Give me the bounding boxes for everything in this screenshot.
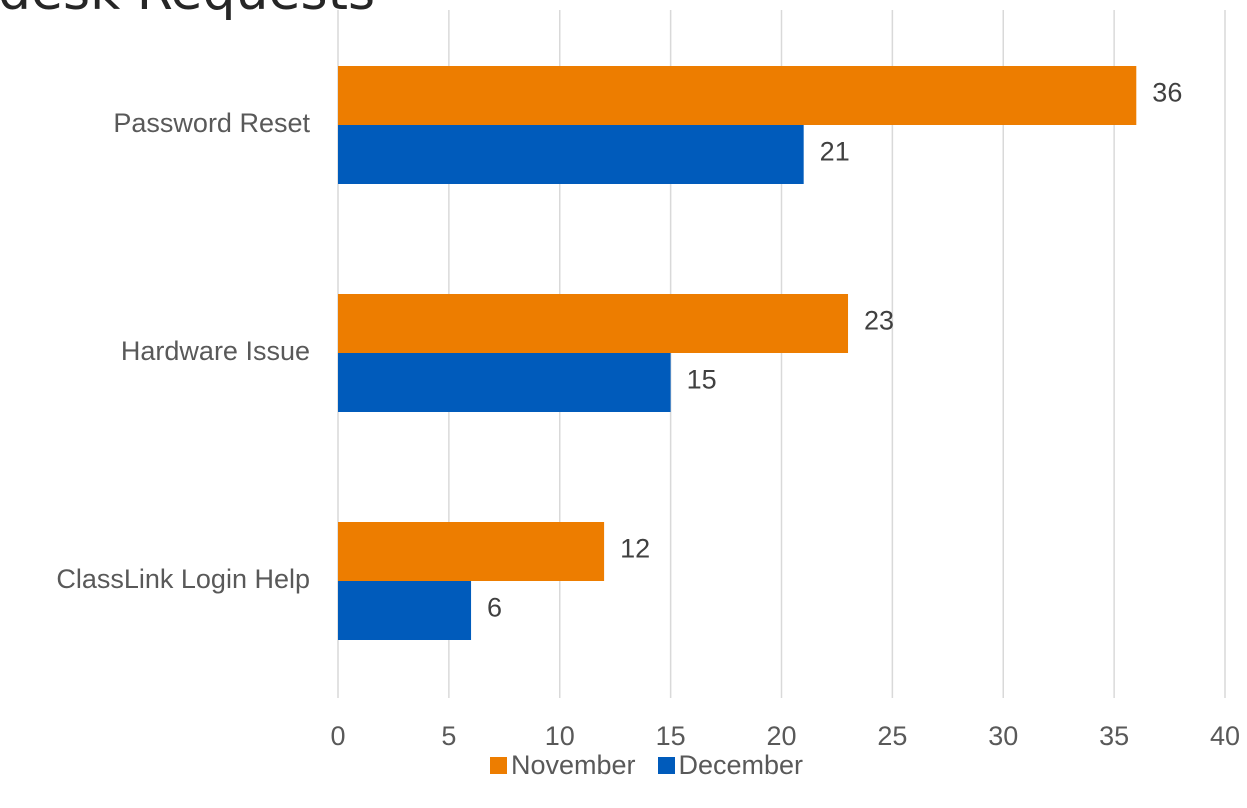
bar-december — [338, 125, 804, 184]
category-labels: Password Reset Hardware Issue ClassLink Lo… — [56, 108, 310, 594]
legend-swatch-december — [657, 757, 675, 774]
legend-item-november: November — [489, 750, 636, 781]
legend-item-december: December — [657, 750, 804, 781]
x-tick-label: 30 — [988, 721, 1018, 751]
x-tick-label: 20 — [766, 721, 796, 751]
x-tick-label: 0 — [330, 721, 345, 751]
x-tick-label: 15 — [656, 721, 686, 751]
x-tick-label: 40 — [1210, 721, 1240, 751]
bar-november — [338, 66, 1137, 125]
bar-november — [338, 522, 605, 581]
data-label: 23 — [864, 306, 894, 336]
bar-november — [338, 294, 849, 353]
category-label: Hardware Issue — [121, 336, 310, 366]
x-tick-label: 10 — [545, 721, 575, 751]
chart-title: desk Requests — [0, 0, 375, 18]
data-label: 21 — [820, 137, 850, 167]
legend-label-december: December — [678, 750, 804, 780]
bars — [338, 66, 1137, 640]
legend: November December — [0, 750, 1247, 781]
data-labels: 36 21 23 15 12 6 — [487, 78, 1182, 623]
data-label: 6 — [487, 593, 502, 623]
bar-december — [338, 581, 472, 640]
x-tick-label: 35 — [1099, 721, 1129, 751]
category-label: ClassLink Login Help — [56, 564, 310, 594]
legend-label-november: November — [510, 750, 636, 780]
category-label: Password Reset — [113, 108, 310, 138]
x-tick-label: 5 — [441, 721, 456, 751]
data-label: 36 — [1152, 78, 1182, 108]
bar-december — [338, 353, 671, 412]
data-label: 12 — [620, 534, 650, 564]
legend-swatch-november — [489, 757, 507, 774]
data-label: 15 — [687, 365, 717, 395]
x-axis-ticks: 0 5 10 15 20 25 30 35 40 — [330, 721, 1240, 751]
x-tick-label: 25 — [877, 721, 907, 751]
